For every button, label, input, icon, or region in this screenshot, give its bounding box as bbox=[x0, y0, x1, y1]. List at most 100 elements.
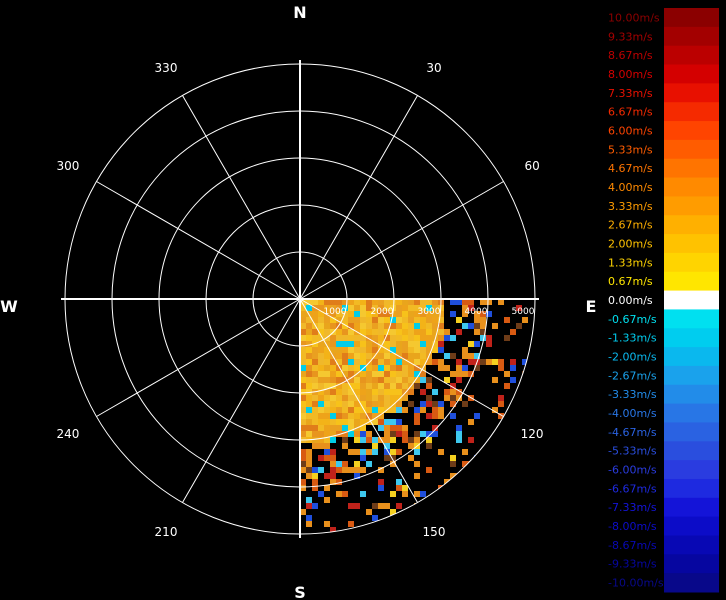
colorbar-swatch bbox=[664, 26, 719, 47]
radar-cell bbox=[480, 323, 486, 329]
radar-cell bbox=[342, 491, 348, 497]
azimuth-spoke bbox=[182, 298, 301, 503]
radar-cell bbox=[510, 365, 516, 371]
colorbar-swatch bbox=[664, 177, 719, 197]
radar-cell bbox=[300, 347, 306, 353]
radar-cell bbox=[330, 395, 336, 401]
radar-cell bbox=[366, 383, 372, 389]
radar-cell bbox=[348, 347, 354, 353]
radar-cell bbox=[390, 341, 396, 347]
radar-cell bbox=[354, 401, 360, 407]
radar-cell bbox=[318, 323, 324, 329]
radar-cell bbox=[354, 449, 360, 455]
radar-cell bbox=[468, 359, 474, 365]
radar-cell bbox=[366, 401, 372, 407]
radar-cell bbox=[348, 317, 354, 323]
radar-cell bbox=[390, 335, 396, 341]
radar-cell bbox=[360, 347, 366, 353]
radar-cell bbox=[396, 407, 402, 413]
radar-cell bbox=[462, 305, 468, 311]
radar-cell bbox=[480, 335, 486, 341]
radar-cell bbox=[312, 371, 318, 377]
radar-cell bbox=[378, 347, 384, 353]
radar-cell bbox=[360, 353, 366, 359]
azimuth-spoke bbox=[182, 95, 301, 300]
radar-cell bbox=[306, 401, 312, 407]
radar-cell bbox=[336, 467, 342, 473]
radar-cell bbox=[414, 461, 420, 467]
radar-cell bbox=[504, 317, 510, 323]
radar-cell bbox=[438, 317, 444, 323]
radar-cell bbox=[354, 347, 360, 353]
radar-cell bbox=[480, 299, 486, 305]
radar-cell bbox=[354, 473, 360, 479]
radar-cell bbox=[318, 311, 324, 317]
radar-cell bbox=[366, 359, 372, 365]
radar-cell bbox=[354, 323, 360, 329]
colorbar-label: 3.33m/s bbox=[608, 200, 653, 213]
radar-cell bbox=[312, 377, 318, 383]
radar-cell bbox=[360, 359, 366, 365]
radar-cell bbox=[390, 461, 396, 467]
radar-cell bbox=[408, 389, 414, 395]
radar-cell bbox=[372, 395, 378, 401]
radar-cell bbox=[402, 365, 408, 371]
radar-cell bbox=[354, 335, 360, 341]
radar-cell bbox=[390, 353, 396, 359]
radar-cell bbox=[348, 425, 354, 431]
radar-cell bbox=[402, 335, 408, 341]
colorbar-label: 0.00m/s bbox=[608, 294, 653, 307]
radar-cell bbox=[402, 425, 408, 431]
colorbar-label: 7.33m/s bbox=[608, 87, 653, 100]
radar-cell bbox=[300, 335, 306, 341]
radar-cell bbox=[366, 377, 372, 383]
radar-cell bbox=[426, 305, 432, 311]
radar-cell bbox=[336, 407, 342, 413]
radar-cell bbox=[414, 491, 420, 497]
radar-cell bbox=[414, 347, 420, 353]
colorbar-label: -5.33m/s bbox=[608, 445, 657, 458]
radar-cell bbox=[312, 503, 318, 509]
azimuth-spoke bbox=[299, 95, 418, 300]
radar-cell bbox=[300, 371, 306, 377]
radar-cell bbox=[408, 455, 414, 461]
radar-cell bbox=[360, 329, 366, 335]
radar-cell bbox=[510, 359, 516, 365]
radar-cell bbox=[396, 311, 402, 317]
radar-cell bbox=[330, 341, 336, 347]
radar-cell bbox=[450, 401, 456, 407]
radar-cell bbox=[342, 365, 348, 371]
radar-cell bbox=[360, 377, 366, 383]
radar-cell bbox=[348, 395, 354, 401]
radar-cell bbox=[414, 305, 420, 311]
radar-cell bbox=[450, 455, 456, 461]
radar-cell bbox=[360, 365, 366, 371]
colorbar-swatches bbox=[605, 8, 721, 593]
range-label: 5000 bbox=[512, 307, 535, 317]
radar-cell bbox=[318, 467, 324, 473]
radar-cell bbox=[324, 377, 330, 383]
polar-labels: N E S W 30 60 120 150 210 240 300 330 1000 2000 30… bbox=[0, 3, 596, 600]
radar-cell bbox=[432, 323, 438, 329]
radar-cell bbox=[384, 401, 390, 407]
radar-cell bbox=[300, 383, 306, 389]
radar-cell bbox=[372, 413, 378, 419]
colorbar-swatch bbox=[664, 365, 719, 386]
radar-cell bbox=[324, 419, 330, 425]
radar-cell bbox=[378, 413, 384, 419]
radar-cell bbox=[432, 389, 438, 395]
radar-cell bbox=[390, 383, 396, 389]
radar-cell bbox=[354, 383, 360, 389]
radar-cell bbox=[360, 491, 366, 497]
radar-cell bbox=[504, 335, 510, 341]
colorbar-label: -1.33m/s bbox=[608, 332, 657, 345]
radar-cell bbox=[324, 305, 330, 311]
colorbar-swatch bbox=[664, 516, 719, 536]
radar-cell bbox=[390, 389, 396, 395]
radar-cell bbox=[342, 305, 348, 311]
radar-cell bbox=[312, 401, 318, 407]
radar-cell bbox=[378, 335, 384, 341]
radar-cell bbox=[300, 407, 306, 413]
radar-cell bbox=[324, 401, 330, 407]
radar-cell bbox=[324, 473, 330, 479]
